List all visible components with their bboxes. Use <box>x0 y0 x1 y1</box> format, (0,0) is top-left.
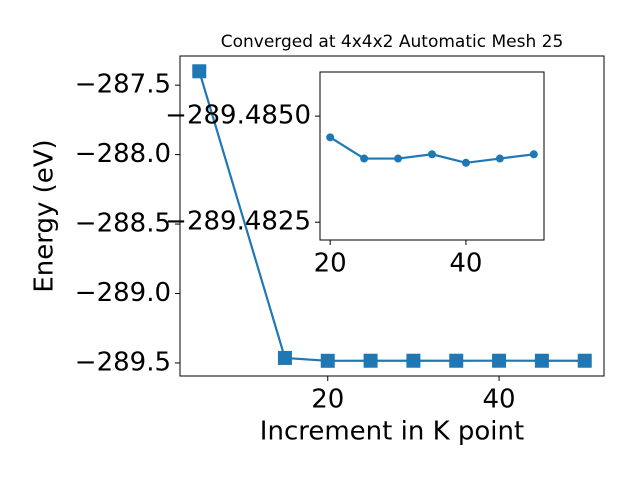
y-tick-label: −287.5 <box>75 70 171 100</box>
marker <box>360 154 369 163</box>
y-tick-label: −289.5 <box>75 347 171 377</box>
marker <box>363 353 378 368</box>
y-axis-label: Energy (eV) <box>30 139 60 292</box>
marker <box>492 353 507 368</box>
y-tick-label: −288.0 <box>75 139 171 169</box>
x-axis-label: Increment in K point <box>260 417 524 447</box>
marker <box>406 353 421 368</box>
marker <box>461 158 470 167</box>
marker <box>529 150 538 159</box>
x-tick-label: 20 <box>311 385 344 415</box>
marker <box>320 353 335 368</box>
marker <box>449 353 464 368</box>
marker <box>577 353 592 368</box>
y-tick-label: −289.0 <box>75 278 171 308</box>
chart-title: Converged at 4x4x2 Automatic Mesh 25 <box>221 32 564 52</box>
marker <box>394 154 403 163</box>
marker <box>192 64 207 79</box>
y-tick-label: −289.4825 <box>165 207 311 237</box>
x-tick-label: 20 <box>314 249 347 279</box>
marker <box>326 133 335 142</box>
x-tick-label: 40 <box>449 249 482 279</box>
x-tick-label: 40 <box>483 385 516 415</box>
marker <box>534 353 549 368</box>
marker <box>495 154 504 163</box>
y-tick-label: −289.4850 <box>165 101 311 131</box>
marker <box>277 350 292 365</box>
y-tick-label: −288.5 <box>75 209 171 239</box>
marker <box>428 150 436 159</box>
